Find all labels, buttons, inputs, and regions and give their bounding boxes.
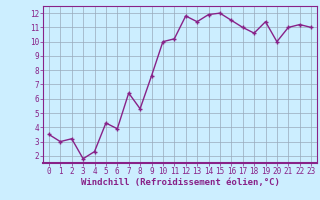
X-axis label: Windchill (Refroidissement éolien,°C): Windchill (Refroidissement éolien,°C) xyxy=(81,178,279,187)
